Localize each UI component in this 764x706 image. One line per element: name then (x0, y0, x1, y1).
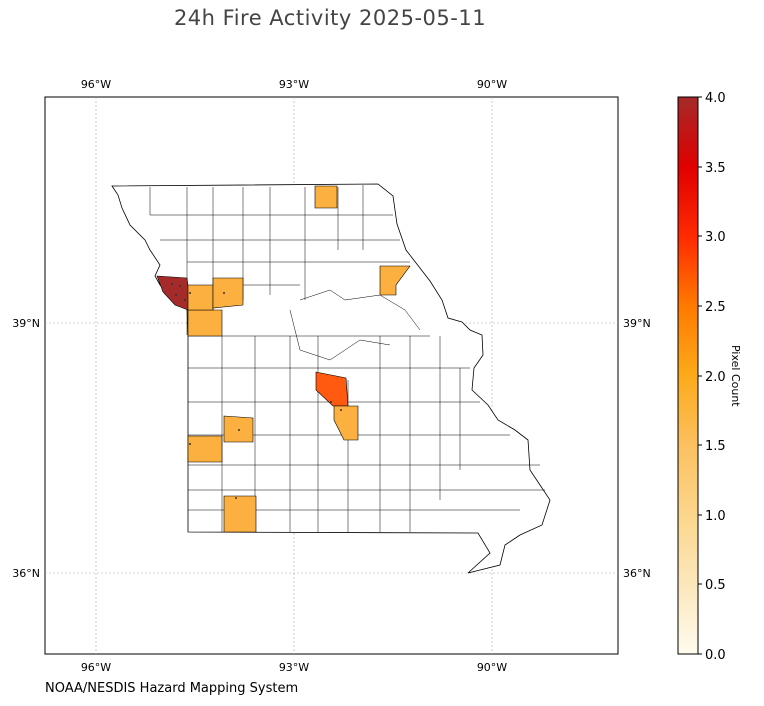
fire-counties (156, 185, 411, 533)
county-cass (187, 309, 223, 337)
fire-point (340, 409, 342, 411)
fire-point (223, 292, 225, 294)
lat-tick-left: 36°N (12, 567, 40, 580)
lat-tick-right: 39°N (623, 317, 651, 330)
county-lafayette (187, 284, 214, 311)
colorbar-label: Pixel Count (729, 345, 742, 407)
lon-tick-bottom: 96°W (81, 661, 111, 674)
colorbar-tick-label: 0.5 (705, 578, 726, 593)
colorbar-tick-label: 3.0 (705, 230, 726, 245)
county-ray (212, 277, 244, 309)
colorbar-tick-label: 3.5 (705, 161, 726, 176)
lat-tick-right: 36°N (623, 567, 651, 580)
fire-detections (171, 283, 342, 499)
colorbar-tick-label: 1.5 (705, 439, 726, 454)
county-putnam (314, 185, 338, 209)
lon-tick-top: 96°W (81, 78, 111, 91)
fire-point (238, 429, 240, 431)
map-title: 24h Fire Activity 2025-05-11 (173, 6, 487, 30)
lon-tick-top: 93°W (279, 78, 309, 91)
fire-point (184, 299, 186, 301)
fire-point (179, 285, 181, 287)
colorbar-tick-label: 0.0 (705, 648, 726, 663)
colorbar-tick-label: 2.0 (705, 370, 726, 385)
fire-point (189, 292, 191, 294)
county-audrain (379, 265, 411, 296)
fire-point (189, 443, 191, 445)
colorbar-tick-label: 1.0 (705, 509, 726, 524)
colorbar-tick-label: 2.5 (705, 300, 726, 315)
lon-tick-top: 90°W (477, 78, 507, 91)
axis-labels: 96°W 93°W 90°W 96°W 93°W 90°W 39°N 36°N … (12, 78, 650, 674)
credit-text: NOAA/NESDIS Hazard Mapping System (45, 681, 299, 696)
colorbar (677, 96, 699, 655)
colorbar-tick-label: 4.0 (705, 91, 726, 106)
county-barry (223, 495, 257, 533)
county-dade (223, 415, 254, 443)
fire-point (175, 294, 177, 296)
county-jasper (187, 435, 223, 463)
county-laclede (333, 405, 359, 441)
lat-tick-left: 39°N (12, 317, 40, 330)
fire-point (330, 401, 332, 403)
colorbar-ticks: 0.0 0.5 1.0 1.5 2.0 2.5 3.0 3.5 4.0 (698, 91, 726, 663)
fire-point (235, 497, 237, 499)
fire-point (171, 283, 173, 285)
lon-tick-bottom: 90°W (477, 661, 507, 674)
lon-tick-bottom: 93°W (279, 661, 309, 674)
